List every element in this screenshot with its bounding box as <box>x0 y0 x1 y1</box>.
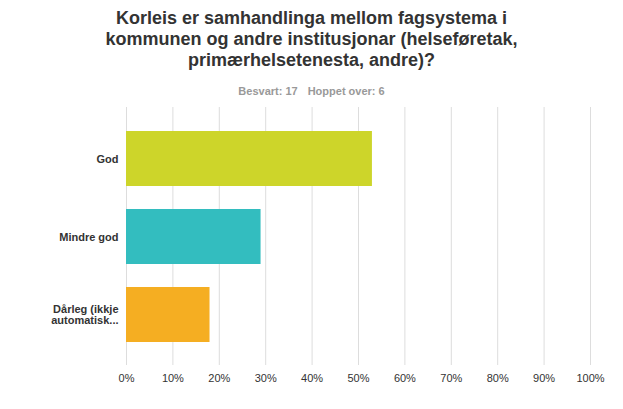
html-text:Korleis er samhandlinga mellom: Korleis er samhandlinga mellom fagsystem… <box>105 8 518 70</box>
svg-text:0%: 0% <box>119 372 135 384</box>
svg-text:70%: 70% <box>440 372 462 384</box>
svg-text:Dårleg (ikkjeautomatisk...: Dårleg (ikkjeautomatisk... <box>51 303 118 326</box>
svg-text:God: God <box>97 153 119 165</box>
svg-text:40%: 40% <box>301 372 323 384</box>
svg-text:60%: 60% <box>394 372 416 384</box>
html-text:Hoppet over: 6: Hoppet over: 6 <box>307 85 385 97</box>
html-text:Besvart: 17: Besvart: 17 <box>238 85 298 97</box>
svg-text:100%: 100% <box>576 372 604 384</box>
svg-text:20%: 20% <box>208 372 230 384</box>
svg-text:80%: 80% <box>487 372 509 384</box>
svg-text:90%: 90% <box>533 372 555 384</box>
svg-text:Mindre god: Mindre god <box>59 231 118 243</box>
svg-text:30%: 30% <box>255 372 277 384</box>
svg-text:10%: 10% <box>162 372 184 384</box>
svg-text:50%: 50% <box>347 372 369 384</box>
